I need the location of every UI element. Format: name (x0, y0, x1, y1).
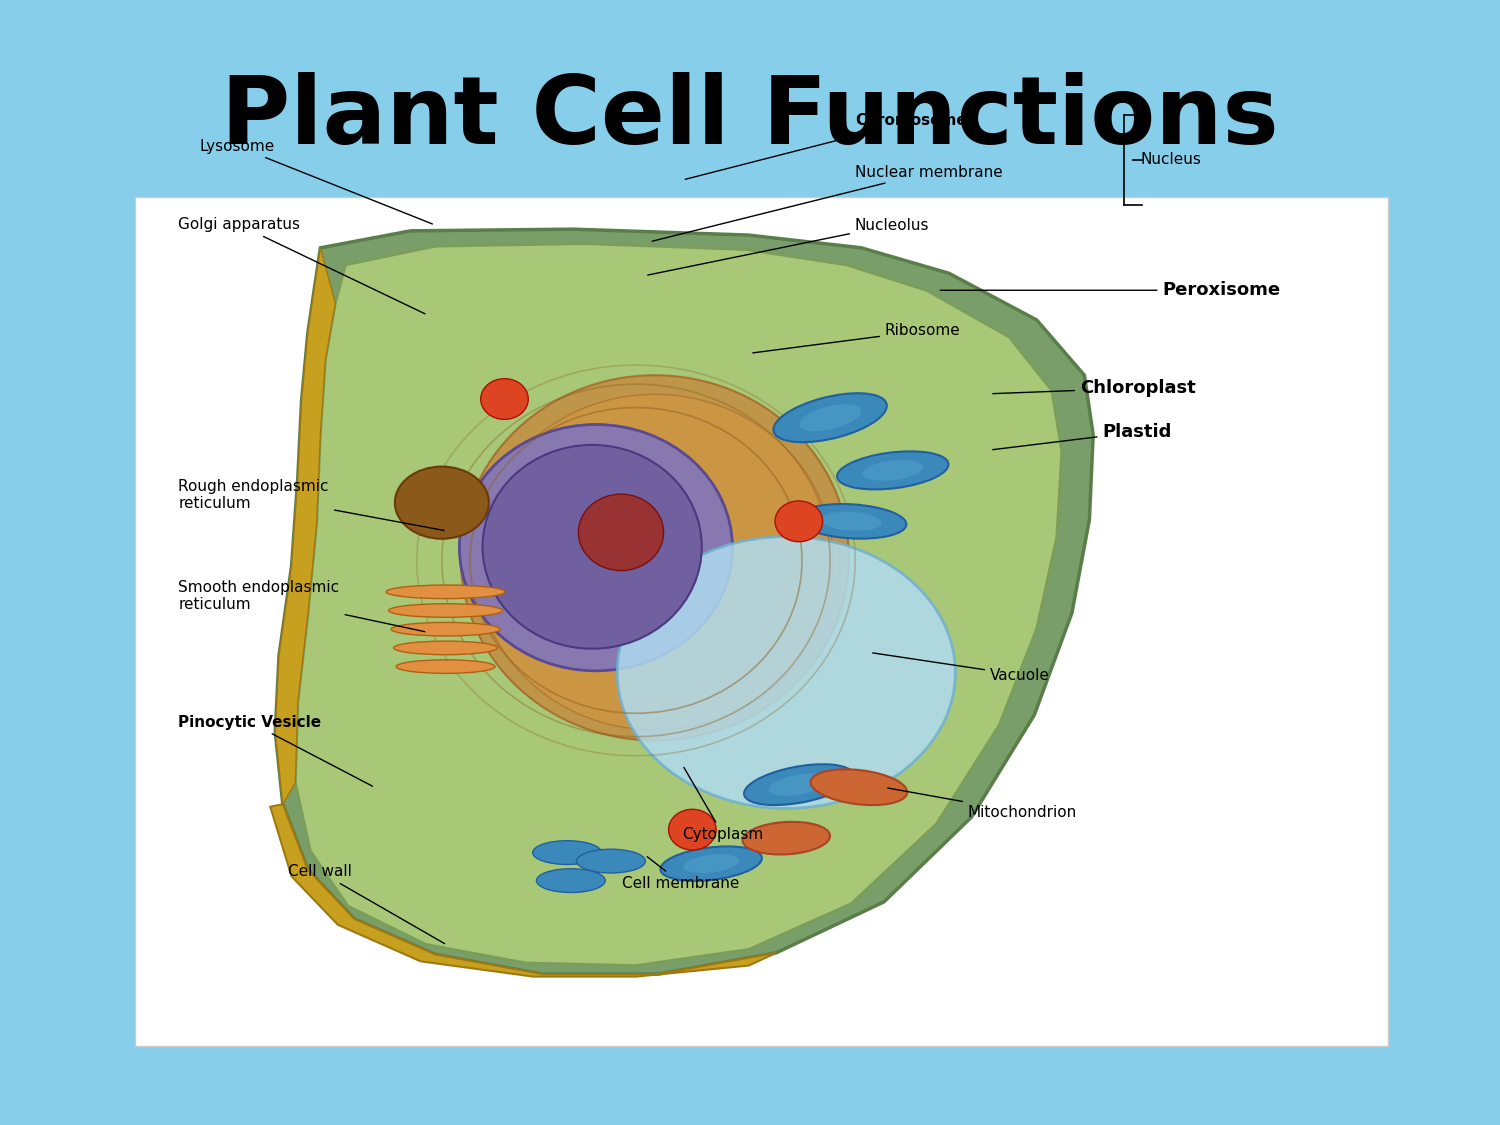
Ellipse shape (684, 854, 740, 873)
Ellipse shape (800, 404, 861, 431)
Ellipse shape (810, 770, 907, 806)
Ellipse shape (477, 395, 834, 730)
Ellipse shape (394, 467, 489, 539)
Ellipse shape (744, 764, 853, 805)
Polygon shape (276, 248, 336, 804)
Ellipse shape (392, 622, 500, 636)
Ellipse shape (393, 641, 498, 655)
Ellipse shape (796, 504, 906, 539)
Text: Pinocytic Vesicle: Pinocytic Vesicle (178, 714, 372, 786)
Ellipse shape (616, 537, 956, 809)
Ellipse shape (660, 846, 762, 881)
Text: Cell wall: Cell wall (288, 864, 444, 944)
Ellipse shape (837, 451, 948, 489)
Text: Nucleus: Nucleus (1140, 152, 1202, 168)
Ellipse shape (768, 773, 830, 795)
Ellipse shape (742, 822, 830, 855)
Ellipse shape (483, 444, 702, 649)
Polygon shape (276, 229, 1094, 974)
Text: Plastid: Plastid (993, 423, 1172, 450)
Ellipse shape (460, 376, 849, 740)
Text: Nucleolus: Nucleolus (648, 217, 930, 276)
Ellipse shape (532, 840, 602, 864)
Ellipse shape (459, 424, 732, 670)
Text: Golgi apparatus: Golgi apparatus (178, 217, 424, 314)
Text: Cytoplasm: Cytoplasm (682, 767, 764, 843)
Ellipse shape (669, 809, 716, 850)
Ellipse shape (862, 460, 924, 480)
Text: Vacuole: Vacuole (873, 652, 1050, 683)
Ellipse shape (388, 604, 502, 618)
Polygon shape (296, 244, 1062, 965)
Text: Peroxisome: Peroxisome (940, 281, 1281, 299)
Ellipse shape (821, 512, 882, 531)
Ellipse shape (396, 659, 495, 674)
Text: Chromosomes: Chromosomes (686, 112, 975, 179)
FancyBboxPatch shape (135, 197, 1388, 1046)
Text: Lysosome: Lysosome (200, 138, 432, 224)
Ellipse shape (537, 868, 606, 892)
Ellipse shape (480, 379, 528, 420)
Polygon shape (270, 804, 777, 976)
Ellipse shape (576, 849, 645, 873)
Text: Nuclear membrane: Nuclear membrane (652, 164, 1002, 241)
Text: Mitochondrion: Mitochondrion (888, 788, 1077, 820)
Ellipse shape (579, 494, 663, 570)
Ellipse shape (776, 501, 822, 542)
Ellipse shape (386, 585, 506, 598)
Text: Cell membrane: Cell membrane (622, 857, 740, 891)
Text: Ribosome: Ribosome (753, 323, 960, 353)
Text: Chloroplast: Chloroplast (993, 379, 1196, 397)
Ellipse shape (774, 394, 886, 442)
Text: Rough endoplasmic
reticulum: Rough endoplasmic reticulum (178, 479, 444, 531)
Text: Smooth endoplasmic
reticulum: Smooth endoplasmic reticulum (178, 580, 424, 631)
Text: Plant Cell Functions: Plant Cell Functions (220, 72, 1280, 164)
